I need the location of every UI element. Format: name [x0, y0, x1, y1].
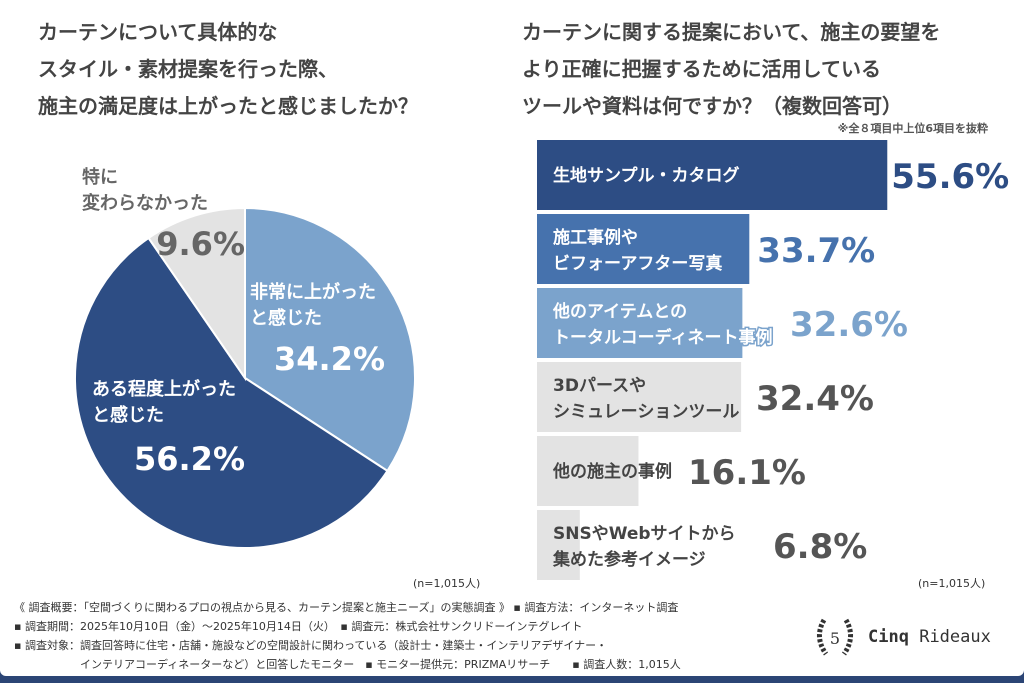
bar-label: SNSやWebサイトから集めた参考イメージ — [552, 524, 736, 570]
bar-title: カーテンに関する提案において、施主の要望を より正確に把握するために活用している… — [522, 20, 941, 118]
footer-line: インテリアコーディネーターなど）と回答したモニター ▪ モニター提供元：PRIZ… — [14, 658, 681, 671]
laurel-emblem-icon: 5 — [817, 618, 853, 656]
bar-value: 32.4% — [756, 379, 874, 419]
footer-line: 《 調査概要：「空間づくりに関わるプロの視点から見る、カーテン提案と施主ニーズ」… — [14, 601, 679, 614]
bar — [537, 436, 639, 506]
pie-slice-value: 9.6% — [156, 225, 245, 263]
bar — [537, 214, 750, 284]
survey-footer: 《 調査概要：「空間づくりに関わるプロの視点から見る、カーテン提案と施主ニーズ」… — [14, 598, 681, 674]
bar-label: 他のアイテムとのトータルコーディネート事例 — [552, 301, 772, 348]
footer-line: ▪ 調査期間：2025年10月10日（金）〜2025年10月14日（火） ▪ 調… — [14, 620, 583, 633]
bar — [537, 140, 888, 210]
footer-line: ▪ 調査対象：調査回答時に住宅・店舗・施設などの空間設計に関わっている（設計士・… — [14, 639, 608, 652]
charts-svg: 非常に上がったと感じた 34.2% ある程度上がったと感じた 56.2% 特に変わらなか… — [74, 140, 1009, 580]
bar-value: 16.1% — [688, 453, 806, 493]
pie-slice-value: 34.2% — [274, 340, 385, 378]
pie-title: カーテンについて具体的な スタイル・素材提案を行った際、 施主の満足度は上がった… — [38, 20, 418, 118]
logo-emblem-number: 5 — [830, 629, 840, 648]
pie-slice — [74, 236, 389, 549]
bar-value: 33.7% — [757, 231, 875, 271]
bar-value: 55.6% — [891, 157, 1009, 197]
bar — [537, 362, 742, 432]
bar-label: 生地サンプル・カタログ — [553, 165, 740, 186]
bar-label: 施工事例やビフォーアフター写真 — [553, 227, 722, 274]
pie-slice-label: ある程度上がったと感じた — [92, 378, 236, 426]
pie-slice-value: 56.2% — [134, 440, 245, 478]
bar-value: 6.8% — [773, 527, 867, 567]
brand-logo: 5 Cinq Rideaux — [812, 612, 991, 662]
bar-note: ※全８項目中上位6項目を抜粋 — [837, 122, 988, 135]
bar-label: 他の施主の事例 — [552, 461, 672, 482]
pie-sample-size: (n=1,015人) — [413, 577, 481, 590]
pie-slice-label: 非常に上がったと感じた — [250, 281, 376, 329]
logo-text-bold: Cinq — [868, 627, 909, 647]
bar — [537, 510, 580, 580]
bar-label: 3Dパースやシミュレーションツール — [553, 376, 739, 422]
bar-sample-size: (n=1,015人) — [918, 577, 986, 590]
pie-slice — [147, 206, 246, 382]
bar — [537, 288, 743, 358]
pie-slice-label: 特に変わらなかった — [82, 166, 208, 214]
bar-value: 32.6% — [790, 305, 908, 345]
logo-text: Rideaux — [919, 627, 991, 647]
